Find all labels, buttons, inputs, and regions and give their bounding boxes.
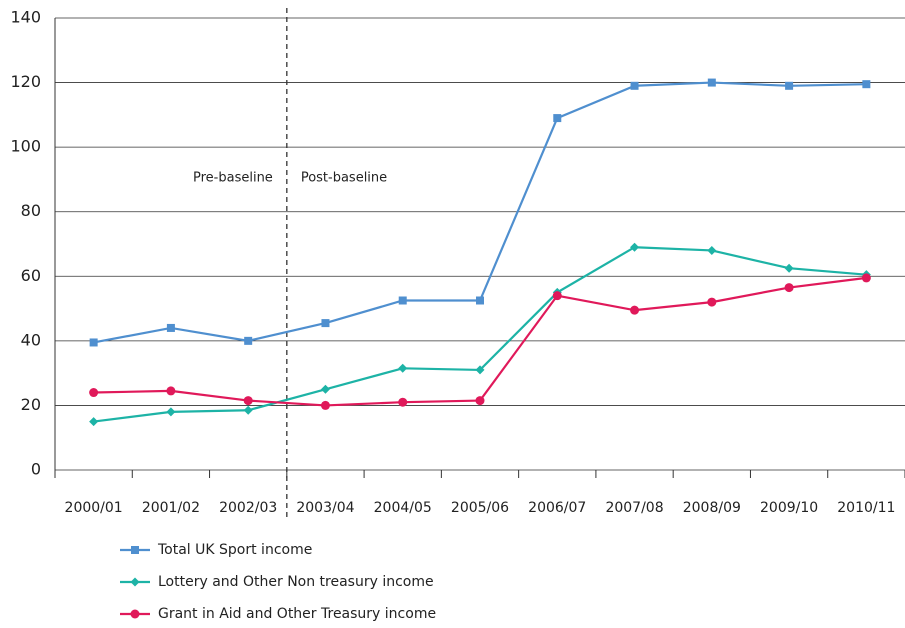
marker xyxy=(321,319,330,328)
marker xyxy=(398,363,408,373)
x-tick-label: 2009/10 xyxy=(760,500,818,516)
marker xyxy=(320,400,330,410)
x-tick-label: 2008/09 xyxy=(683,500,741,516)
marker xyxy=(130,577,140,587)
marker xyxy=(89,388,99,398)
marker xyxy=(243,396,253,406)
marker xyxy=(320,384,330,394)
legend-label: Lottery and Other Non treasury income xyxy=(158,574,434,590)
y-tick-label: 100 xyxy=(10,137,41,156)
x-tick-label: 2003/04 xyxy=(296,500,354,516)
marker xyxy=(243,405,253,415)
legend-label: Total UK Sport income xyxy=(157,542,312,558)
y-tick-label: 140 xyxy=(10,8,41,27)
x-tick-label: 2000/01 xyxy=(65,500,123,516)
marker xyxy=(166,407,176,417)
y-tick-label: 80 xyxy=(21,201,41,220)
marker xyxy=(630,242,640,252)
marker xyxy=(862,80,871,89)
marker xyxy=(89,417,99,427)
x-tick-label: 2005/06 xyxy=(451,500,509,516)
legend-label: Grant in Aid and Other Treasury income xyxy=(158,606,436,622)
marker xyxy=(475,365,485,375)
marker xyxy=(131,546,139,554)
marker xyxy=(861,273,871,283)
x-tick-label: 2002/03 xyxy=(219,500,277,516)
x-tick-label: 2006/07 xyxy=(528,500,586,516)
marker xyxy=(552,291,562,301)
x-tick-label: 2004/05 xyxy=(374,500,432,516)
marker xyxy=(130,609,140,619)
marker xyxy=(707,245,717,255)
marker xyxy=(630,305,640,315)
y-tick-label: 0 xyxy=(31,460,41,479)
annotation: Pre-baseline xyxy=(193,171,273,186)
annotation: Post-baseline xyxy=(301,171,387,186)
marker xyxy=(553,114,562,123)
marker xyxy=(785,81,794,90)
marker xyxy=(398,397,408,407)
marker xyxy=(784,263,794,273)
x-tick-label: 2001/02 xyxy=(142,500,200,516)
marker xyxy=(166,386,176,396)
marker xyxy=(707,297,717,307)
marker xyxy=(476,296,484,305)
x-tick-label: 2010/11 xyxy=(837,500,895,516)
marker xyxy=(784,283,794,293)
y-tick-label: 60 xyxy=(21,266,41,285)
y-tick-label: 20 xyxy=(21,395,41,414)
y-tick-label: 40 xyxy=(21,330,41,349)
marker xyxy=(244,336,253,345)
marker xyxy=(630,81,639,90)
marker xyxy=(398,296,407,305)
marker xyxy=(166,323,175,332)
marker xyxy=(89,338,98,347)
marker xyxy=(707,78,716,87)
x-tick-label: 2007/08 xyxy=(605,500,663,516)
y-tick-label: 120 xyxy=(10,72,41,91)
marker xyxy=(475,396,485,406)
